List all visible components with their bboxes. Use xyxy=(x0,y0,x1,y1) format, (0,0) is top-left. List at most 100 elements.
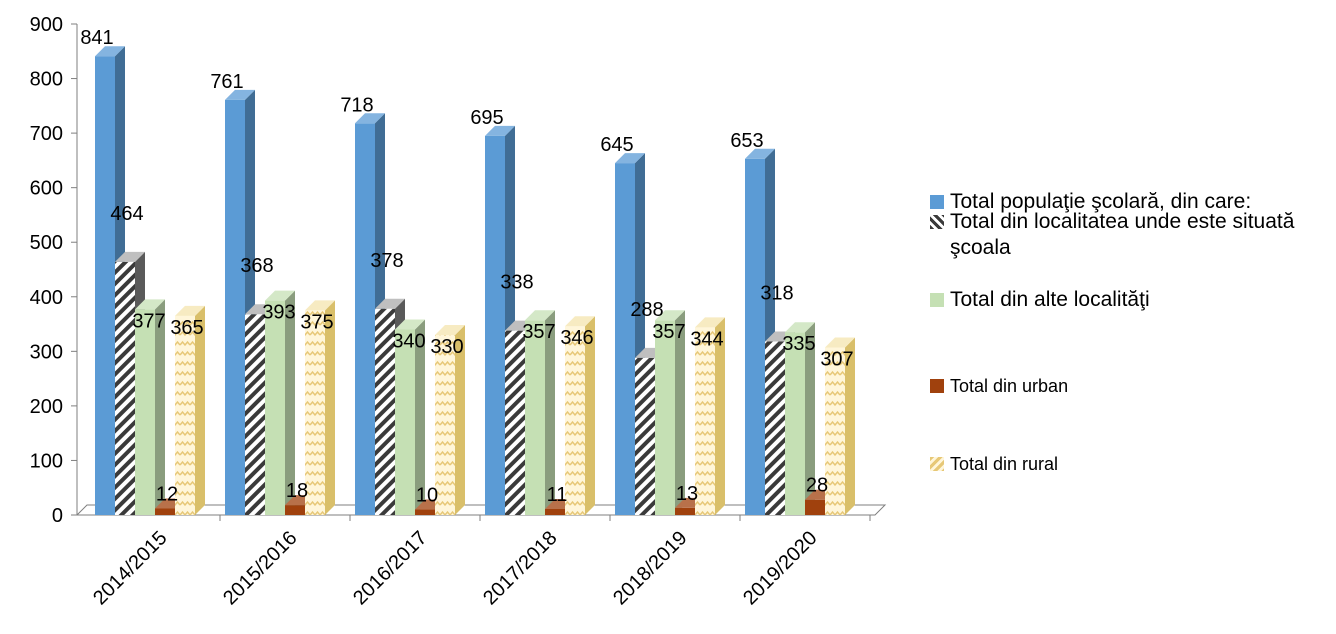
bar xyxy=(825,337,855,515)
bar-side xyxy=(805,322,815,515)
y-tick-label: 100 xyxy=(30,450,63,472)
data-label: 377 xyxy=(132,310,165,332)
bar-top xyxy=(95,46,125,57)
data-label: 365 xyxy=(170,317,203,339)
bar-side xyxy=(545,310,555,515)
bar-top xyxy=(615,153,645,164)
bar-top xyxy=(485,125,515,136)
bar-front xyxy=(155,508,175,515)
bar-side xyxy=(585,316,595,515)
bar-side xyxy=(715,317,725,515)
bar-top xyxy=(655,310,685,321)
x-tick-label: 2015/2016 xyxy=(219,527,301,609)
y-tick-label: 600 xyxy=(30,178,63,200)
bar xyxy=(565,316,595,515)
bar-side xyxy=(325,300,335,515)
data-label: 307 xyxy=(820,349,853,371)
x-tick-label: 2018/2019 xyxy=(609,527,691,609)
bar-front xyxy=(545,508,565,515)
bar xyxy=(305,300,335,515)
x-tick-label: 2016/2017 xyxy=(349,527,431,609)
legend-swatch xyxy=(930,293,944,307)
bar-top xyxy=(355,113,385,124)
legend-swatch xyxy=(930,195,944,209)
data-label: 695 xyxy=(470,107,503,129)
legend-label: Total populaţie şcolară, din care: xyxy=(950,190,1252,213)
y-tick-label: 700 xyxy=(30,123,63,145)
y-tick-label: 400 xyxy=(30,287,63,309)
bar-front xyxy=(635,357,655,515)
y-tick-label: 300 xyxy=(30,341,63,363)
data-label: 393 xyxy=(262,302,295,324)
data-label: 338 xyxy=(500,272,533,294)
bar xyxy=(435,324,465,515)
data-label: 13 xyxy=(676,483,698,505)
bar-front xyxy=(485,135,505,516)
bar-top xyxy=(695,317,725,328)
x-tick-label: 2014/2015 xyxy=(89,527,171,609)
bar-front xyxy=(825,347,845,515)
bar-front xyxy=(785,332,805,515)
bar-front xyxy=(355,123,375,516)
bar-side xyxy=(155,299,165,515)
legend-item: Total din localitatea unde este situată … xyxy=(930,209,1310,261)
y-tick-label: 800 xyxy=(30,69,63,91)
bar-front xyxy=(505,330,525,515)
bar-front xyxy=(745,158,765,515)
bar-side xyxy=(195,305,205,515)
bars-layer xyxy=(95,46,855,516)
data-label: 330 xyxy=(430,336,463,358)
bar-top xyxy=(565,316,595,327)
bar-front xyxy=(805,499,825,515)
data-label: 335 xyxy=(782,333,815,355)
bar-front xyxy=(415,509,435,515)
data-label: 12 xyxy=(156,483,178,505)
legend-swatch xyxy=(930,379,944,393)
bar-front xyxy=(765,341,785,515)
data-label: 288 xyxy=(630,299,663,321)
data-label: 18 xyxy=(286,480,308,502)
bar-front xyxy=(305,310,325,515)
data-label: 841 xyxy=(80,27,113,49)
data-label: 11 xyxy=(547,484,568,506)
x-tick-label: 2019/2020 xyxy=(739,527,821,609)
bar-front xyxy=(695,327,715,515)
bar-top xyxy=(745,148,775,159)
bar xyxy=(135,299,165,515)
data-label: 344 xyxy=(690,328,723,350)
data-label: 10 xyxy=(416,485,438,507)
bar-side xyxy=(455,324,465,515)
bar-top xyxy=(305,300,335,311)
bar xyxy=(615,153,645,515)
bar-front xyxy=(565,326,585,515)
data-label: 645 xyxy=(600,134,633,156)
bar-top xyxy=(525,310,555,321)
bar xyxy=(655,310,685,515)
x-tick-label: 2017/2018 xyxy=(479,527,561,609)
bar xyxy=(175,305,205,515)
data-label: 718 xyxy=(340,94,373,116)
bar xyxy=(785,322,815,515)
bar-front xyxy=(395,329,415,515)
bar-top xyxy=(375,298,405,309)
bar-front xyxy=(265,300,285,515)
data-label: 378 xyxy=(370,250,403,272)
bar-front xyxy=(115,261,135,515)
bar-top xyxy=(785,322,815,333)
bar-top xyxy=(825,337,855,348)
bar xyxy=(395,319,425,515)
bar-front xyxy=(135,309,155,515)
bar xyxy=(265,290,295,515)
legend-item: Total din alte localităţi xyxy=(930,287,1150,313)
bar-front xyxy=(285,505,305,515)
bar xyxy=(695,317,725,515)
data-label: 464 xyxy=(110,203,143,225)
bar-front xyxy=(435,334,455,515)
legend-item: Total populaţie şcolară, din care: xyxy=(930,189,1251,215)
bar-front xyxy=(525,320,545,515)
y-tick-label: 200 xyxy=(30,396,63,418)
bar-top xyxy=(135,299,165,310)
bar-side xyxy=(285,290,295,515)
bar-front xyxy=(375,308,395,515)
